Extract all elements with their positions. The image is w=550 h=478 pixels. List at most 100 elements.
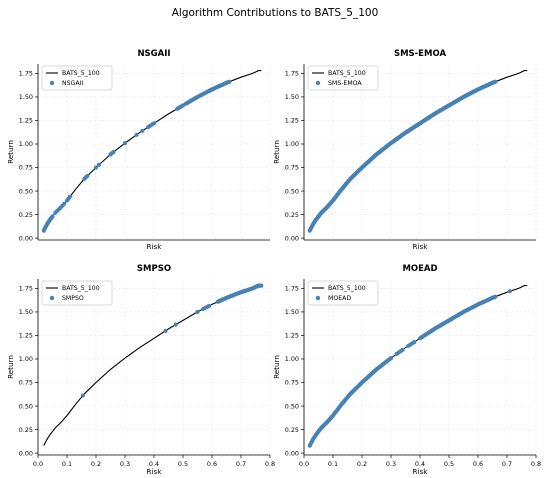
y-tick-label: 1.25 — [285, 117, 299, 125]
y-tick-label: 1.50 — [285, 308, 299, 316]
legend-box — [41, 280, 113, 306]
scatter-point — [173, 322, 178, 327]
y-tick-label: 1.00 — [19, 355, 33, 363]
scatter-point — [62, 201, 67, 206]
scatter-point — [111, 150, 116, 155]
y-tick-label: 0.25 — [285, 426, 299, 434]
scatter-point — [85, 173, 90, 179]
scatter-point — [93, 165, 99, 170]
x-tick-label: 0.7 — [502, 460, 512, 468]
scatter-point — [259, 283, 264, 288]
scatter-points — [307, 79, 498, 233]
subplot-smpso: 0.00 0.25 0.50 0.75 1.00 1.25 1.50 1.75 0.0 0.1 0.… — [6, 264, 275, 476]
legend-label: SMPSO — [62, 295, 84, 302]
y-tick-label: 0.00 — [19, 449, 33, 457]
frontier-line — [43, 70, 262, 231]
x-axis-label: Risk — [147, 242, 163, 251]
legend: BATS_5_100 SMS-EMOA — [307, 65, 379, 91]
legend-label: MOEAD — [328, 295, 351, 302]
y-tick-label: 0.00 — [19, 234, 33, 242]
scatter-point — [140, 128, 145, 133]
scatter-point — [400, 347, 405, 352]
x-axis-label: Risk — [147, 467, 163, 476]
scatter-point — [96, 162, 101, 167]
subplot-grid: 0.00 0.25 0.50 0.75 1.00 1.25 1.50 1.75 Risk Retu… — [6, 49, 541, 476]
y-tick-label: 0.75 — [19, 164, 33, 172]
scatter-points — [80, 283, 264, 398]
y-tick-label: 0.25 — [285, 211, 299, 219]
subplot-sms-emoa: 0.00 0.25 0.50 0.75 1.00 1.25 1.50 1.75 Risk Retu… — [272, 49, 537, 251]
legend: BATS_5_100 SMPSO — [41, 280, 113, 306]
y-tick-label: 0.50 — [19, 402, 33, 410]
legend-point-swatch — [49, 80, 55, 86]
y-tick-label: 0.25 — [19, 211, 33, 219]
y-tick-label: 1.25 — [285, 332, 299, 340]
subplot-title: SMS-EMOA — [394, 49, 446, 59]
y-axis-label: Return — [6, 140, 15, 164]
x-tick-label: 0.2 — [91, 460, 101, 468]
x-axis-label: Risk — [413, 242, 429, 251]
y-tick-label: 1.50 — [19, 308, 33, 316]
legend-label: NSGAII — [62, 80, 83, 87]
scatter-point — [493, 79, 498, 84]
y-axis-label: Return — [6, 355, 15, 379]
subplot-title: NSGAII — [137, 49, 170, 59]
scatter-point — [80, 393, 85, 398]
scatter-point — [207, 303, 212, 308]
scatter-point — [67, 194, 72, 199]
x-tick-label: 0.4 — [415, 460, 425, 468]
legend: BATS_5_100 MOEAD — [307, 280, 379, 306]
legend-label: BATS_5_100 — [62, 70, 100, 77]
legend-label: BATS_5_100 — [328, 70, 366, 77]
y-tick-label: 0.50 — [285, 187, 299, 195]
y-axis-label: Return — [272, 355, 281, 379]
frontier-line — [43, 285, 262, 446]
x-tick-label: 0.6 — [473, 460, 483, 468]
scatter-point — [388, 356, 394, 361]
scatter-point — [151, 121, 157, 126]
y-tick-label: 1.75 — [285, 70, 299, 78]
legend-label: SMS-EMOA — [328, 80, 362, 87]
scatter-point — [50, 214, 55, 219]
legend-label: BATS_5_100 — [62, 285, 100, 292]
y-tick-label: 0.75 — [285, 379, 299, 387]
legend-point-swatch — [315, 295, 321, 301]
y-axis-label: Return — [272, 140, 281, 164]
legend: BATS_5_100 NSGAII — [41, 65, 113, 91]
x-tick-label: 0.0 — [33, 460, 43, 468]
y-tick-label: 1.75 — [285, 285, 299, 293]
x-tick-label: 0.4 — [149, 460, 159, 468]
legend-point-swatch — [49, 295, 55, 301]
x-tick-label: 0.5 — [178, 460, 188, 468]
y-tick-label: 1.00 — [285, 140, 299, 148]
x-tick-label: 0.8 — [531, 460, 541, 468]
y-tick-label: 1.25 — [19, 117, 33, 125]
y-tick-label: 1.25 — [19, 332, 33, 340]
figure-title: Algorithm Contributions to BATS_5_100 — [172, 7, 379, 19]
x-tick-label: 0.5 — [444, 460, 454, 468]
x-tick-label: 0.8 — [265, 460, 275, 468]
x-tick-label: 0.7 — [236, 460, 246, 468]
y-tick-label: 0.50 — [19, 187, 33, 195]
legend-label: BATS_5_100 — [328, 285, 366, 292]
y-tick-label: 0.25 — [19, 426, 33, 434]
scatter-point — [163, 328, 168, 333]
subplot-title: MOEAD — [402, 264, 437, 274]
y-tick-label: 1.75 — [19, 70, 33, 78]
legend-box — [41, 65, 113, 91]
x-tick-label: 0.0 — [299, 460, 309, 468]
legend-box — [307, 280, 379, 306]
frontier-line — [309, 285, 528, 446]
scatter-points — [41, 79, 232, 233]
y-tick-label: 1.50 — [285, 93, 299, 101]
scatter-points — [307, 289, 512, 448]
x-tick-label: 0.6 — [207, 460, 217, 468]
y-tick-label: 1.75 — [19, 285, 33, 293]
scatter-point — [412, 340, 417, 345]
x-tick-label: 0.1 — [328, 460, 338, 468]
frontier-line — [309, 70, 528, 231]
x-tick-label: 0.2 — [357, 460, 367, 468]
subplot-title: SMPSO — [137, 264, 171, 274]
scatter-point — [227, 79, 232, 84]
y-tick-label: 1.50 — [19, 93, 33, 101]
